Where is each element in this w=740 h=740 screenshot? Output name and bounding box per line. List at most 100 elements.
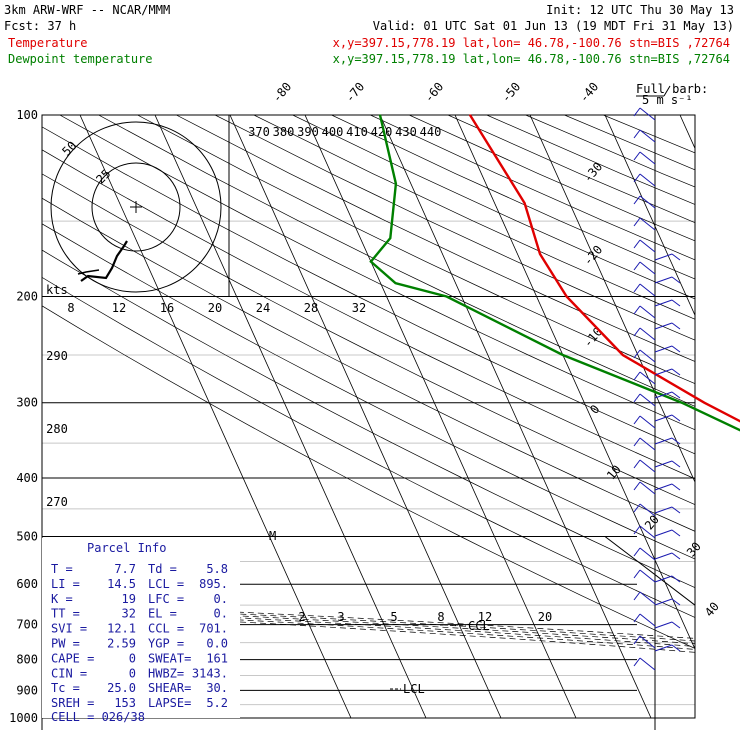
wind-barb [654,529,673,537]
isotherm-label: -10 [581,325,606,351]
parcel-key: LAPSE= [148,696,191,710]
wind-barb [639,591,656,605]
parcel-key: CCL = [148,622,184,636]
wind-barb [639,371,656,385]
dry-adiabat [603,115,695,154]
isotherm-line [604,115,695,317]
wind-speed-tick: 32 [352,301,366,315]
dewpoint-point [445,295,448,298]
wind-barb [639,503,656,517]
parcel-value: 32 [122,607,136,621]
pressure-label: 400 [16,471,38,485]
wind-barb [654,299,673,307]
parcel-value: 0. [214,592,228,606]
parcel-key: SREH = [51,696,94,710]
wind-barb [639,569,656,583]
annotation-lcl: LCL [403,682,425,696]
wind-barb [639,525,656,539]
hodograph-ring-outer [50,121,222,293]
wind-barb [639,613,656,627]
dry-adiabat [42,197,695,532]
wind-speed-axis-label: kts [46,283,68,297]
parcel-key: SVI = [51,622,87,636]
mixing-ratio-label: 12 [478,610,492,624]
temperature-point [703,401,706,404]
isotherm-label: -80 [270,80,295,106]
parcel-value: 153 [114,696,136,710]
parcel-value: 161 [206,651,228,665]
parcel-value: 14.5 [107,577,136,591]
parcel-key: SHEAR= [148,681,191,695]
wind-barb [639,547,656,561]
parcel-key: LCL = [148,577,184,591]
isotherm-line [154,115,427,718]
pressure-label: 100 [16,108,38,122]
parcel-key: HWBZ= [148,666,184,680]
profile-points [370,114,706,404]
wind-barb [639,195,656,209]
wind-barb [654,368,673,376]
isotherm-line [229,115,502,718]
wind-speed-tick: 8 [67,301,74,315]
parcel-value: 30. [206,681,228,695]
pressure-label: 700 [16,618,38,632]
pressure-label: 300 [16,396,38,410]
parcel-key: YGP = [148,637,184,651]
parcel-key: CIN = [51,666,87,680]
pressure-label: 500 [16,529,38,543]
mixing-ratio-label: 3 [337,610,344,624]
theta-label: 410 [346,125,368,139]
dewpoint-point [562,354,564,356]
mixing-ratio-label: 5 [390,610,397,624]
parcel-key: Td = [148,562,177,576]
parcel-value: 25.0 [107,681,136,695]
parcel-value: 12.1 [107,622,136,636]
dry-adiabat [42,223,695,560]
wind-speed-tick: 16 [160,301,174,315]
wind-barb [639,459,656,473]
parcel-key: CAPE = [51,651,94,665]
wind-barb [654,598,673,606]
barb-key-barb [663,85,671,97]
parcel-value: 701. [199,622,228,636]
wind-barb [654,460,673,468]
isotherm-label: -40 [577,80,602,106]
wind-speed-tick: 20 [208,301,222,315]
theta-side-label: 270 [46,495,68,509]
wind-barb [639,151,656,165]
barb-key-speed: 5 m s⁻¹ [642,93,693,107]
wind-barb [654,437,673,445]
annotation-m: M [269,529,276,543]
parcel-key: Tc = [51,681,80,695]
model-title: 3km ARW-WRF -- NCAR/MMM [4,3,170,17]
isotherm-line [304,115,577,718]
wind-speed-tick: 24 [256,301,270,315]
wind-barb [639,283,656,297]
parcel-key: LFC = [148,592,184,606]
pressure-label: 1000 [9,711,38,725]
temperature-point [622,354,624,356]
plot-frame [41,114,696,719]
wind-barb [654,552,673,560]
isotherm-label: -20 [581,243,606,269]
parcel-value: 2.59 [107,637,136,651]
wind-barb [639,657,656,671]
dewpoint-point [389,237,392,239]
wind-barb [639,327,656,341]
background-grid [42,115,695,718]
dewpoint-profile [369,114,740,432]
wind-barb [639,107,656,121]
wind-barb [654,575,673,583]
dry-adiabat [42,173,695,506]
wind-barb [639,635,656,649]
wind-barb [654,621,673,629]
theta-label: 430 [395,125,417,139]
parcel-value: 0.0 [206,637,228,651]
parcel-key: T = [51,562,73,576]
mixing-ratio-label: 2 [298,610,305,624]
isotherm-label: -60 [422,80,447,106]
parcel-value: 0 [129,666,136,680]
isotherm-label: -50 [499,80,524,106]
